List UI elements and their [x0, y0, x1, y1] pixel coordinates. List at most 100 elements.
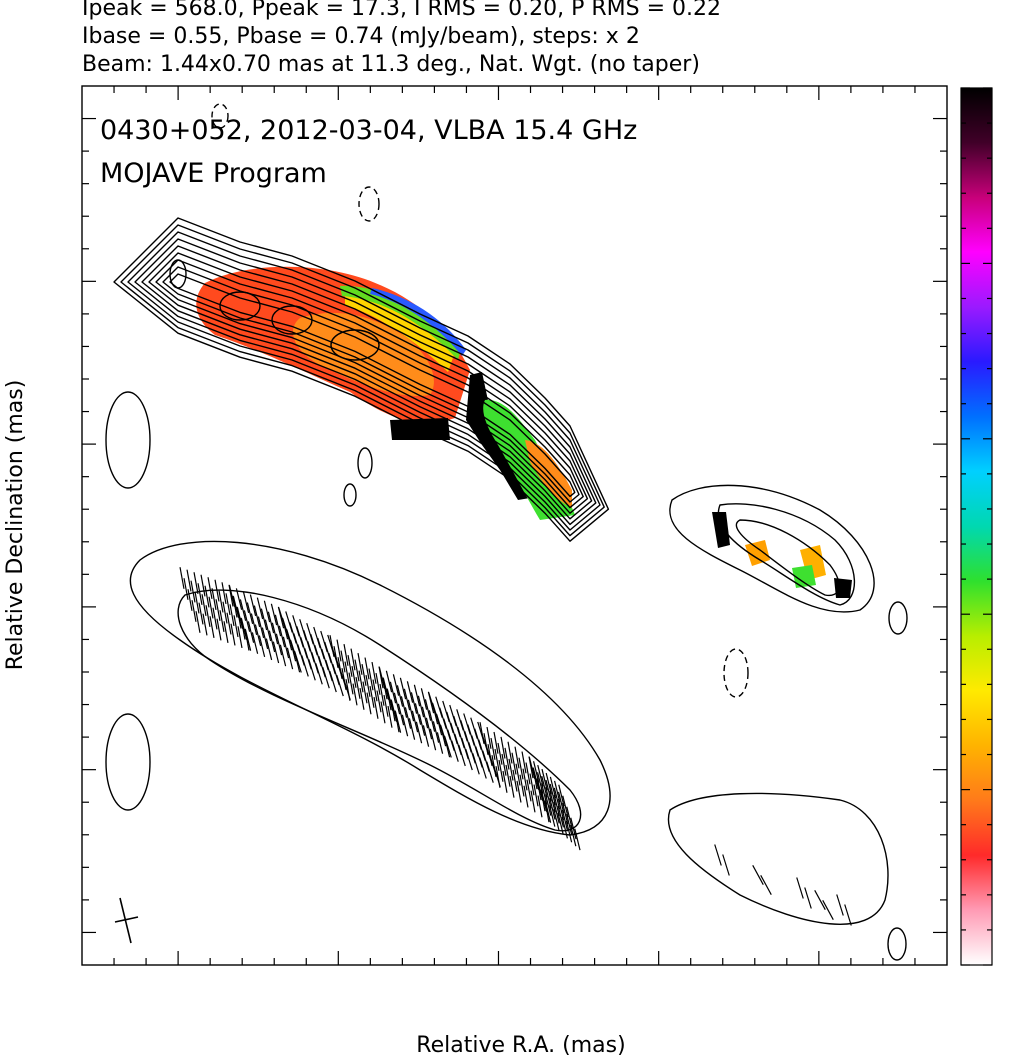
polarization-vector [375, 672, 381, 695]
polarization-vector [226, 612, 232, 635]
intensity-contour [134, 238, 597, 526]
polarization-vector [566, 806, 573, 829]
outer-component-contour [717, 503, 856, 606]
knot-contour [219, 291, 261, 321]
knot-contour [330, 329, 380, 361]
polarization-vector [553, 794, 560, 817]
fractional-polarization-outer-region-1 [745, 540, 770, 566]
polarization-vector [251, 632, 259, 654]
polarization-vector [221, 582, 227, 605]
polarization-vector [376, 690, 382, 713]
polarization-vector [268, 630, 276, 653]
polarization-vector [211, 588, 217, 611]
polarization-vector [565, 820, 573, 843]
polarization-vector [257, 616, 265, 639]
polarization-vector [270, 603, 278, 626]
polarization-vector [235, 588, 243, 610]
polarization-vector [275, 633, 283, 656]
secondary-contours-layer [105, 103, 959, 961]
polarization-vector [504, 747, 510, 770]
noise-contour [105, 713, 151, 811]
polarization-vector [494, 748, 500, 771]
polarization-vector [256, 597, 264, 620]
polarization-vector [512, 769, 518, 792]
polarization-vector [541, 783, 548, 805]
outer-component-contour [669, 484, 875, 613]
polarization-vector [557, 805, 564, 828]
polarization-vector [265, 638, 273, 661]
noise-contour [949, 150, 959, 166]
intensity-contour [169, 273, 576, 498]
polarization-vector [201, 594, 207, 616]
polarization-vector [364, 657, 370, 680]
polarization-vector [557, 812, 564, 835]
polarization-vector [760, 875, 772, 895]
polarization-vector [212, 607, 218, 630]
polarization-vector [516, 780, 522, 803]
polarization-vector [267, 611, 275, 634]
polarization-vector [329, 635, 335, 657]
polarization-vector [198, 602, 204, 625]
polarization-vector [228, 585, 236, 607]
polarization-vector [541, 768, 548, 791]
noise-contour [887, 927, 907, 961]
polarization-vector [232, 596, 240, 618]
polarization-vector [205, 605, 211, 627]
polarization-vector [369, 685, 375, 708]
polarization-vector [382, 678, 390, 700]
polarization-vector [394, 711, 402, 733]
y-axis-ticks [82, 117, 947, 934]
outer-component-contour [667, 792, 889, 925]
polarization-vector [372, 679, 378, 702]
map-title: 0430+052, 2012-03-04, VLBA 15.4 GHz [100, 115, 637, 146]
polarization-vector [336, 639, 342, 662]
polarization-vector [223, 621, 229, 644]
polarization-vector [570, 817, 577, 840]
polarization-vector [190, 580, 196, 603]
polarization-vector [722, 854, 730, 876]
polarization-vector [479, 722, 485, 744]
polarization-vector [336, 674, 344, 697]
polarization-vector [562, 802, 569, 825]
intensity-contour [120, 224, 605, 537]
polarization-vector [246, 602, 254, 624]
polarization-vector [518, 757, 524, 780]
polarization-vector [191, 600, 197, 622]
polarization-vector [194, 591, 200, 614]
fractional-polarization-outer-black [712, 512, 730, 548]
polarization-vector [254, 624, 262, 646]
polarization-vector [329, 670, 337, 693]
outer-component-contour [735, 519, 840, 597]
polarization-vector [561, 809, 569, 832]
polarization-vector [230, 623, 236, 646]
polarization-vector [242, 591, 250, 613]
polarization-vector [486, 761, 494, 783]
polarization-vector [428, 710, 436, 732]
polarization-vector [237, 626, 243, 649]
polarization-vector [545, 794, 552, 816]
polarization-vector [501, 753, 507, 776]
polarization-vector [553, 787, 561, 810]
polarization-vector [249, 594, 257, 617]
polarization-vector [379, 683, 385, 706]
noise-contour [357, 447, 373, 479]
polarization-vector [371, 661, 377, 684]
polarization-vector [355, 677, 361, 699]
polarization-vector [208, 596, 214, 619]
polarization-vector [236, 607, 244, 629]
intensity-contour [141, 245, 593, 520]
polarization-vector [420, 688, 428, 710]
negative-contour [723, 648, 749, 698]
polarization-vector [390, 700, 398, 722]
core-contour [169, 259, 187, 289]
polarization-vector [414, 703, 422, 725]
polarization-vector [393, 692, 401, 715]
polarization-vector [536, 779, 544, 801]
polarization-vector [399, 677, 407, 700]
polarization-vector [200, 574, 206, 597]
polarization-vector [436, 732, 444, 754]
polarization-vector [209, 616, 215, 638]
polarization-vector [383, 694, 389, 717]
polarization-vector [340, 650, 346, 673]
polarization-vector [243, 610, 251, 632]
